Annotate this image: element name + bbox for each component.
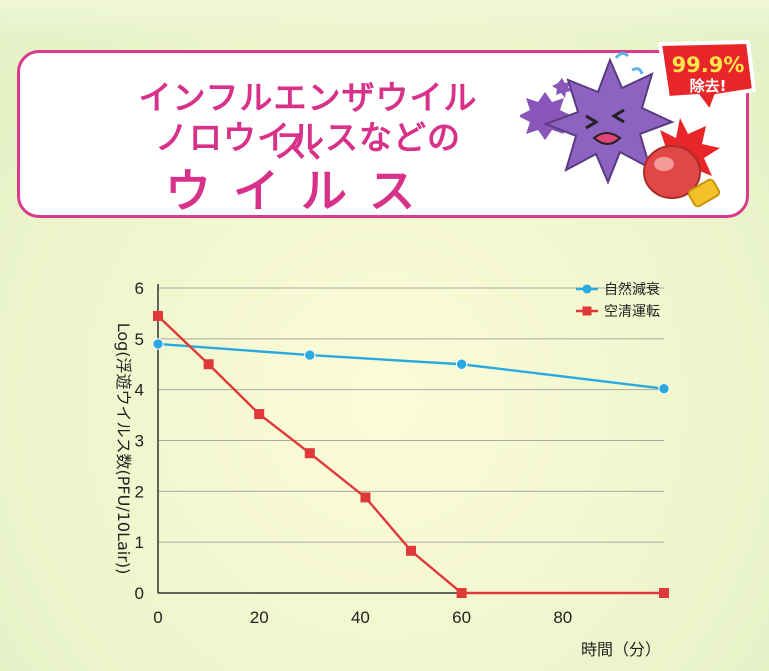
badge-percent: 99.9% [672, 53, 745, 77]
y-tick-label: 4 [135, 381, 144, 400]
data-point [304, 349, 316, 361]
headline-emphasis: ウイルス [165, 164, 437, 218]
data-point [254, 409, 265, 420]
y-tick-label: 3 [135, 432, 144, 451]
y-tick-label: 5 [135, 330, 144, 349]
data-point [658, 382, 670, 395]
headline-line-1: インフルエンザウイルス、 [138, 78, 478, 165]
data-point [304, 448, 315, 459]
virus-punch-illustration: 99.9% 除去! [520, 40, 756, 208]
data-point [153, 310, 163, 321]
y-tick-label: 0 [135, 584, 144, 603]
data-point [203, 359, 214, 370]
data-point [152, 338, 164, 350]
data-point [456, 588, 467, 598]
y-tick-label: 1 [135, 533, 144, 552]
x-tick-label: 60 [452, 608, 471, 627]
data-point [406, 545, 416, 556]
small-virus-icon [520, 92, 572, 140]
badge-label: 除去! [690, 77, 727, 95]
legend-marker [582, 306, 592, 316]
y-tick-label: 2 [135, 482, 144, 501]
grid-lines [158, 287, 664, 543]
x-axis-title: 時間（分） [581, 640, 661, 659]
legend-marker [582, 284, 592, 294]
legend-label: 空清運転 [604, 304, 660, 320]
data-point [360, 492, 371, 503]
data-point [659, 588, 669, 598]
x-tick-label: 20 [250, 608, 269, 627]
boxing-glove-icon [643, 145, 721, 208]
headline-line-2: ノロウイルスなどの [155, 118, 461, 157]
legend-label: 自然減衰 [604, 281, 660, 298]
removal-rate-badge: 99.9% 除去! [658, 40, 756, 114]
series-line-2 [157, 315, 664, 595]
background-glow [0, 0, 769, 40]
series-line-1 [157, 342, 665, 390]
series-layer [152, 310, 670, 598]
x-tick-label: 80 [553, 608, 572, 627]
data-point [455, 358, 468, 370]
y-axis-title: Log(浮遊ウイルス数(PFU/10Lair)) [114, 323, 133, 575]
y-tick-label: 6 [135, 279, 144, 298]
virus-character-icon [543, 57, 675, 185]
tiny-virus-icon [552, 78, 572, 98]
x-tick-label: 0 [153, 608, 162, 627]
x-tick-label: 40 [351, 608, 370, 627]
